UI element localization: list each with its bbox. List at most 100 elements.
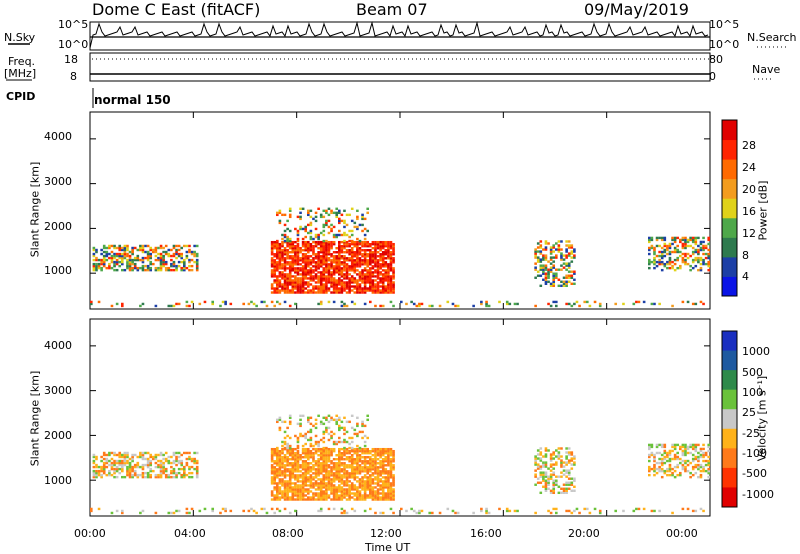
velocity-echo-cell bbox=[276, 482, 279, 485]
velocity-echo-cell bbox=[635, 507, 638, 511]
velocity-echo-cell bbox=[118, 461, 122, 465]
velocity-echo-cell bbox=[562, 469, 566, 472]
velocity-echo-cell bbox=[317, 460, 320, 463]
velocity-echo-cell bbox=[304, 472, 308, 475]
velocity-echo-cell bbox=[694, 443, 698, 447]
power-echo-cell bbox=[325, 265, 328, 268]
velocity-echo-cell bbox=[376, 470, 380, 473]
velocity-echo-cell bbox=[660, 461, 664, 465]
power-echo-cell bbox=[190, 258, 194, 262]
power-echo-cell bbox=[276, 269, 279, 272]
velocity-echo-cell bbox=[358, 454, 362, 457]
velocity-echo-cell bbox=[389, 472, 393, 475]
power-echo-cell bbox=[658, 260, 661, 264]
velocity-echo-cell bbox=[322, 464, 326, 467]
power-echo-cell bbox=[562, 262, 566, 265]
velocity-echo-cell bbox=[177, 509, 181, 513]
power-echo-cell bbox=[648, 262, 651, 266]
velocity-echo-cell bbox=[309, 498, 313, 501]
velocity-echo-cell bbox=[549, 475, 553, 478]
velocity-echo-cell bbox=[164, 475, 168, 479]
velocity-echo-cell bbox=[319, 447, 323, 451]
power-echo-cell bbox=[681, 300, 685, 304]
velocity-echo-cell bbox=[549, 455, 553, 458]
power-echo-cell bbox=[141, 260, 145, 264]
power-echo-cell bbox=[356, 287, 359, 290]
velocity-echo-cell bbox=[567, 471, 571, 474]
power-echo-cell bbox=[167, 268, 171, 272]
power-echo-cell bbox=[697, 260, 700, 264]
velocity-echo-cell bbox=[335, 442, 339, 446]
power-echo-cell bbox=[371, 273, 375, 276]
power-echo-cell bbox=[299, 227, 302, 231]
velocity-echo-cell bbox=[312, 464, 315, 467]
power-echo-cell bbox=[317, 291, 320, 294]
velocity-echo-cell bbox=[381, 492, 385, 495]
power-echo-cell bbox=[154, 248, 158, 252]
velocity-echo-cell bbox=[454, 511, 457, 515]
power-echo-cell bbox=[273, 265, 277, 268]
power-echo-cell bbox=[598, 302, 602, 306]
velocity-echo-cell bbox=[358, 478, 362, 481]
power-echo-cell bbox=[338, 269, 341, 272]
velocity-echo-cell bbox=[312, 486, 315, 489]
velocity-echo-cell bbox=[691, 447, 695, 451]
power-echo-cell bbox=[317, 257, 320, 260]
power-echo-cell bbox=[136, 258, 140, 262]
velocity-echo-cell bbox=[278, 472, 282, 475]
power-echo-cell bbox=[379, 279, 382, 282]
power-echo-cell bbox=[363, 302, 367, 306]
velocity-echo-cell bbox=[681, 449, 685, 453]
power-echo-cell bbox=[363, 242, 367, 246]
velocity-echo-cell bbox=[312, 472, 315, 475]
power-echo-cell bbox=[340, 257, 344, 260]
power-echo-cell bbox=[557, 284, 561, 288]
power-echo-cell bbox=[557, 250, 561, 253]
velocity-echo-cell bbox=[702, 455, 705, 459]
velocity-echo-cell bbox=[273, 478, 277, 481]
power-echo-cell bbox=[560, 256, 563, 259]
power-echo-cell bbox=[291, 257, 295, 260]
power-echo-cell bbox=[348, 235, 351, 239]
velocity-echo-cell bbox=[376, 449, 380, 453]
velocity-echo-cell bbox=[655, 471, 659, 475]
velocity-echo-cell bbox=[549, 489, 553, 492]
velocity-colorbar-segment bbox=[722, 331, 737, 352]
velocity-echo-cell bbox=[376, 496, 380, 499]
velocity-echo-cell bbox=[128, 473, 132, 477]
power-echo-cell bbox=[389, 275, 393, 278]
velocity-echo-cell bbox=[565, 457, 568, 460]
velocity-echo-cell bbox=[560, 459, 563, 462]
velocity-echo-cell bbox=[242, 509, 246, 513]
velocity-echo-cell bbox=[304, 464, 308, 467]
velocity-echo-cell bbox=[356, 476, 359, 479]
velocity-echo-cell bbox=[697, 455, 700, 459]
velocity-echo-cell bbox=[304, 454, 308, 457]
power-echo-cell bbox=[335, 233, 339, 237]
power-echo-cell bbox=[369, 273, 372, 276]
power-echo-cell bbox=[327, 275, 331, 278]
power-echo-cell bbox=[381, 277, 385, 280]
velocity-echo-cell bbox=[288, 488, 292, 491]
power-echo-cell bbox=[128, 254, 132, 258]
velocity-echo-cell bbox=[180, 467, 184, 471]
power-echo-cell bbox=[319, 255, 323, 258]
velocity-echo-cell bbox=[366, 447, 370, 451]
power-echo-cell bbox=[288, 279, 292, 282]
power-echo-cell bbox=[309, 267, 313, 270]
power-echo-cell bbox=[650, 260, 654, 264]
power-echo-cell bbox=[389, 283, 393, 286]
velocity-echo-cell bbox=[304, 447, 308, 451]
power-echo-cell bbox=[335, 271, 339, 274]
xlabel: Time UT bbox=[365, 541, 411, 554]
power-echo-cell bbox=[374, 257, 377, 260]
velocity-echo-cell bbox=[663, 461, 667, 465]
velocity-colorbar-segment bbox=[722, 487, 737, 508]
power-echo-cell bbox=[296, 287, 300, 290]
velocity-echo-cell bbox=[301, 464, 305, 467]
velocity-echo-cell bbox=[340, 456, 344, 459]
power-echo-cell bbox=[146, 252, 150, 256]
velocity-echo-cell bbox=[332, 447, 336, 451]
xtick-0000: 00:00 bbox=[74, 527, 106, 540]
power-echo-cell bbox=[312, 277, 315, 280]
